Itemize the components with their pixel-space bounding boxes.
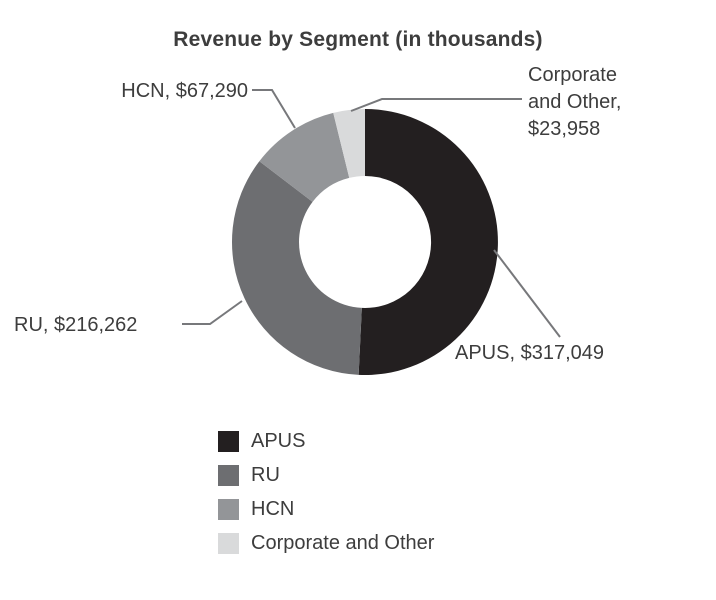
callout-corporate-line1: Corporate xyxy=(528,64,617,86)
leader-line-corporate xyxy=(350,98,522,112)
legend: APUS RU HCN Corporate and Other xyxy=(218,430,434,555)
callout-ru: RU, $216,262 xyxy=(14,314,138,336)
legend-label-apus: APUS xyxy=(251,430,306,452)
legend-swatch-apus xyxy=(218,431,239,452)
leader-line-hcn xyxy=(252,89,296,129)
legend-label-hcn: HCN xyxy=(251,498,295,520)
legend-swatch-hcn xyxy=(218,499,239,520)
legend-label-corporate: Corporate and Other xyxy=(251,532,435,554)
leader-lines xyxy=(182,89,561,338)
legend-item-hcn: HCN xyxy=(218,498,434,521)
chart-title: Revenue by Segment (in thousands) xyxy=(173,28,543,51)
leader-line-ru xyxy=(182,300,243,325)
callout-hcn: HCN, $67,290 xyxy=(121,80,248,102)
legend-label-ru: RU xyxy=(251,464,280,486)
callout-corporate-line2: and Other, xyxy=(528,91,622,113)
slice-corporate-and-other xyxy=(333,109,365,178)
legend-item-corporate: Corporate and Other xyxy=(218,532,434,555)
legend-swatch-corporate xyxy=(218,533,239,554)
slice-hcn xyxy=(259,112,350,202)
callout-apus: APUS, $317,049 xyxy=(455,342,604,364)
donut-slices xyxy=(231,109,498,375)
callout-corporate-line3: $23,958 xyxy=(528,118,601,140)
slice-ru xyxy=(231,161,362,375)
leader-line-apus xyxy=(493,249,561,338)
legend-swatch-ru xyxy=(218,465,239,486)
slice-apus xyxy=(358,109,498,375)
legend-item-ru: RU xyxy=(218,464,434,487)
callout-corporate: Corporate and Other, $23,958 xyxy=(528,62,621,143)
legend-item-apus: APUS xyxy=(218,430,434,453)
